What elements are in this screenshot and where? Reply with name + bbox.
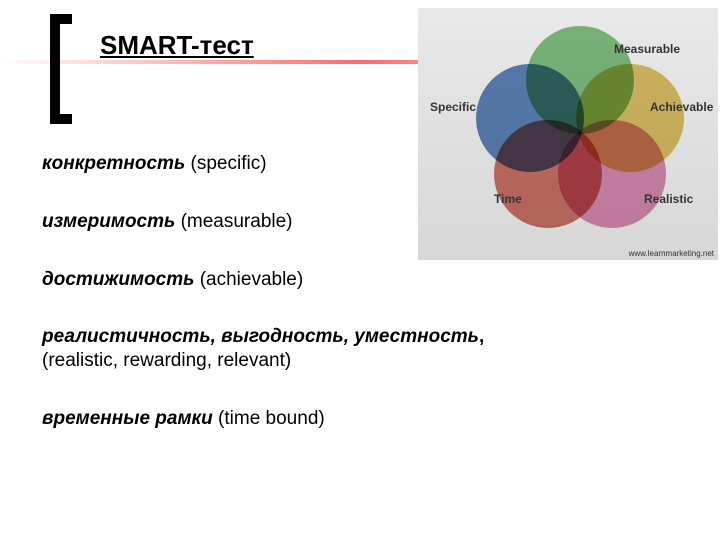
term-en: (time bound) (218, 408, 325, 429)
list-item: конкретность (specific) (42, 152, 602, 176)
term-ru: измеримость (42, 211, 175, 232)
term-ru: конкретность (42, 153, 185, 174)
venn-label-measurable: Measurable (614, 42, 680, 56)
term-en: (achievable) (200, 269, 304, 290)
venn-label-realistic: Realistic (644, 192, 693, 206)
term-ru: реалистичность, выгодность, уместность (42, 326, 479, 347)
term-en: (realistic, rewarding, relevant) (42, 350, 291, 371)
list-item: достижимость (achievable) (42, 268, 602, 292)
term-comma: , (479, 326, 484, 347)
definition-list: конкретность (specific) измеримость (mea… (42, 152, 602, 465)
list-item: временные рамки (time bound) (42, 407, 602, 431)
term-en: (specific) (191, 153, 267, 174)
term-en: (measurable) (181, 211, 293, 232)
venn-credit: www.learnmarketing.net (629, 249, 714, 258)
venn-label-specific: Specific (430, 100, 476, 114)
page-title: SMART-тест (100, 30, 254, 61)
venn-label-achievable: Achievable (650, 100, 713, 114)
list-item: реалистичность, выгодность, уместность, … (42, 325, 602, 373)
header-bracket (50, 14, 72, 124)
term-ru: достижимость (42, 269, 194, 290)
term-ru: временные рамки (42, 408, 213, 429)
list-item: измеримость (measurable) (42, 210, 602, 234)
